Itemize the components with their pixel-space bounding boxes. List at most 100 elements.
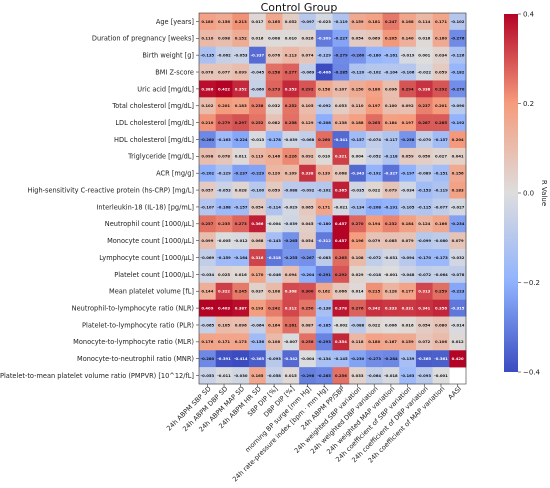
- cell-value-label: -0.104: [384, 69, 398, 74]
- heatmap-cell: [199, 131, 216, 149]
- heatmap-cell: [399, 232, 417, 250]
- heatmap-cell: [299, 367, 317, 385]
- heatmap-cell: [215, 97, 233, 115]
- cell-value-label: 0.341: [418, 306, 430, 311]
- cell-value-label: -0.139: [401, 356, 415, 361]
- cell-value-label: 0.403: [218, 306, 230, 311]
- heatmap-cell: [232, 333, 250, 351]
- cell-value-label: -0.237: [234, 171, 248, 176]
- heatmap-cell: [315, 114, 333, 132]
- cell-value-label: -0.058: [267, 373, 281, 378]
- heatmap-cell: [199, 181, 216, 199]
- cell-value-label: -0.004: [267, 221, 281, 226]
- cell-value-label: -0.092: [317, 103, 331, 108]
- cell-value-label: -0.019: [401, 53, 415, 58]
- cell-value-label: 0.196: [352, 238, 364, 243]
- cell-value-label: -0.092: [301, 187, 315, 192]
- heatmap-cell: [282, 131, 300, 149]
- heatmap-cell: [432, 147, 450, 166]
- heatmap-cell: [399, 333, 417, 351]
- cell-value-label: 0.022: [368, 187, 380, 192]
- heatmap-cell: [199, 46, 216, 64]
- cell-value-label: 0.173: [235, 339, 247, 344]
- heatmap-cell: [249, 46, 267, 64]
- heatmap-cell: [382, 164, 400, 182]
- heatmap-cell: [199, 63, 216, 81]
- cell-value-label: -0.291: [317, 272, 331, 277]
- heatmap-cell: [265, 198, 283, 216]
- heatmap-cell: [365, 198, 383, 216]
- cell-value-label: -0.030: [234, 373, 248, 378]
- heatmap-cell: [415, 181, 433, 199]
- heatmap-cell: [415, 29, 433, 48]
- cell-value-label: 0.105: [301, 103, 313, 108]
- heatmap-cell: [332, 350, 350, 368]
- row-label: BMI Z-score: [155, 68, 194, 76]
- cell-value-label: -0.126: [451, 53, 465, 58]
- heatmap-cell: [199, 232, 216, 250]
- heatmap-cell: [199, 333, 216, 351]
- cell-value-label: 0.180: [201, 19, 213, 24]
- heatmap-cell: [249, 316, 267, 334]
- heatmap-cell: [232, 80, 250, 98]
- cell-value-label: -0.276: [451, 36, 465, 41]
- heatmap-cell: [399, 46, 417, 64]
- cell-value-label: 0.110: [201, 36, 213, 41]
- cell-value-label: 0.108: [268, 289, 280, 294]
- row-label: Platelet count [1000/μL]: [114, 271, 194, 279]
- heatmap-cell: [349, 13, 367, 31]
- heatmap-cell: [382, 80, 400, 98]
- colorbar-tick-label: −0.4: [523, 369, 541, 377]
- cell-value-label: 0.312: [285, 306, 297, 311]
- cell-value-label: 0.054: [301, 238, 313, 243]
- cell-value-label: 0.159: [402, 339, 414, 344]
- row-label: Triglyceride [mg/dL]: [127, 153, 194, 161]
- cell-value-label: 0.068: [251, 238, 263, 243]
- cell-value-label: 0.166: [435, 221, 447, 226]
- heatmap-cell: [232, 282, 250, 300]
- heatmap-cell: [365, 367, 383, 385]
- cell-value-label: -0.031: [384, 255, 398, 260]
- heatmap-cell: [315, 80, 333, 98]
- heatmap-cell: [315, 198, 333, 216]
- heatmap-cell: [415, 265, 433, 284]
- row-label: Platelet-to-mean platelet volume ratio (…: [0, 372, 194, 380]
- cell-value-label: 0.004: [352, 154, 364, 159]
- heatmap-cell: [199, 350, 216, 368]
- heatmap-cell: [265, 114, 283, 132]
- heatmap-cell: [415, 198, 433, 216]
- heatmap-cell: [415, 316, 433, 334]
- heatmap-cell: [365, 181, 383, 199]
- heatmap-cell: [215, 80, 233, 98]
- cell-value-label: 0.237: [418, 103, 430, 108]
- heatmap-cell: [349, 215, 367, 233]
- heatmap-cell: [265, 13, 283, 31]
- heatmap-cell: [449, 198, 467, 216]
- heatmap-cell: [415, 333, 433, 351]
- cell-value-label: -0.208: [317, 120, 331, 125]
- heatmap-cell: [265, 164, 283, 182]
- cell-value-label: -0.164: [234, 255, 248, 260]
- heatmap-cell: [382, 333, 400, 351]
- cell-value-label: -0.053: [201, 373, 215, 378]
- heatmap-cell: [249, 299, 267, 317]
- heatmap-cell: [199, 198, 216, 216]
- heatmap-cell: [215, 29, 233, 48]
- heatmap-cell: [415, 215, 433, 233]
- cell-value-label: 0.008: [268, 36, 280, 41]
- cell-value-label: -0.273: [367, 356, 381, 361]
- cell-value-label: 0.235: [218, 221, 230, 226]
- cell-value-label: 0.420: [452, 356, 464, 361]
- cell-value-label: 0.118: [352, 339, 364, 344]
- cell-value-label: 0.181: [368, 19, 380, 24]
- heatmap-cell: [249, 282, 267, 300]
- heatmap-cell: [399, 198, 417, 216]
- heatmap-cell: [332, 215, 350, 233]
- heatmap-cell: [365, 80, 383, 98]
- heatmap-cell: [349, 46, 367, 64]
- heatmap-cell: [232, 367, 250, 385]
- heatmap-cell: [265, 131, 283, 149]
- cell-value-label: 0.109: [285, 171, 297, 176]
- cell-value-label: -0.191: [384, 204, 398, 209]
